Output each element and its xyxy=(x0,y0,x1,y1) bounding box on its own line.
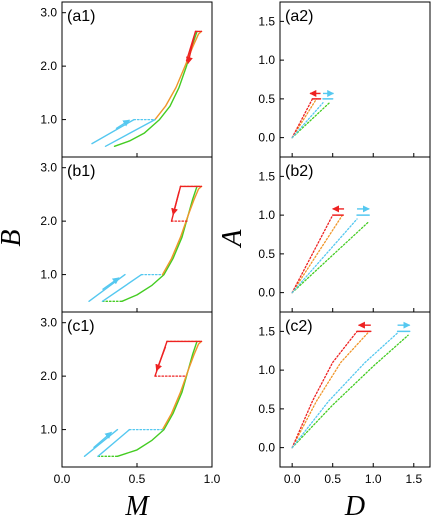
panel-c2: 0.0 0.5 1.0 1.5 0.0 0.5 1.0 1.5 (c2) xyxy=(258,311,431,486)
series-c2-green-0 xyxy=(291,334,409,449)
ytick-label-a1-1: 2.0 xyxy=(40,59,57,73)
panel-a1: 1.0 2.0 3.0 (a1) xyxy=(40,1,213,158)
series-c1-orange-2 xyxy=(161,340,203,431)
panels: 1.0 2.0 3.0 (a1) 0.0 0.5 1.0 1.5 (a2) 1.0 2.0 3.0 (b… xyxy=(40,1,431,486)
series-a2-cyan-3 xyxy=(291,102,324,139)
series-c1-cyan-4 xyxy=(83,428,119,458)
plot-area-a1 xyxy=(91,30,203,148)
xtick-label-c1-2: 1.0 xyxy=(204,472,221,486)
arrow-b1-cyan-0 xyxy=(102,277,120,291)
panel-label-c1: (c1) xyxy=(67,318,95,335)
arrow-a1-red-1 xyxy=(185,36,195,65)
frame-a2 xyxy=(279,1,431,158)
right-x-axis-title: D xyxy=(344,491,365,522)
ytick-label-a2-2: 1.0 xyxy=(258,53,275,67)
xtick-label-c1-0: 0.0 xyxy=(54,472,71,486)
series-a1-cyan-2 xyxy=(91,118,135,145)
ytick-label-a1-0: 1.0 xyxy=(40,113,57,127)
xtick-label-c2-2: 1.0 xyxy=(365,472,382,486)
ytick-label-c2-0: 0.0 xyxy=(258,441,275,455)
panel-label-c2: (c2) xyxy=(285,318,313,335)
plot-area-b1 xyxy=(88,185,203,303)
series-b1-cyan-4 xyxy=(88,273,126,303)
series-a1-green-0 xyxy=(113,30,198,148)
series-a1-red-5 xyxy=(185,30,197,62)
xtick-label-c1-1: 0.5 xyxy=(129,472,146,486)
series-b2-orange-1 xyxy=(291,214,344,294)
series-c1-cyan-5 xyxy=(97,428,131,458)
panel-label-b1: (b1) xyxy=(67,163,95,180)
left-y-axis-title: B xyxy=(0,229,27,246)
series-a2-green-0 xyxy=(291,102,331,139)
ytick-label-a1-2: 3.0 xyxy=(40,6,57,20)
ytick-label-b2-1: 0.5 xyxy=(258,247,275,261)
plot-area-c2 xyxy=(291,321,411,449)
plot-area-c1 xyxy=(83,340,203,458)
ytick-label-c1-0: 1.0 xyxy=(40,423,57,437)
ytick-label-c2-1: 0.5 xyxy=(258,402,275,416)
panel-label-a1: (a1) xyxy=(67,8,95,25)
series-a2-red-2 xyxy=(291,98,314,139)
series-c2-orange-1 xyxy=(291,330,370,449)
series-a1-cyan-3 xyxy=(104,118,156,148)
series-b1-orange-2 xyxy=(161,185,203,276)
series-c2-red-2 xyxy=(291,330,358,449)
series-b2-green-0 xyxy=(291,220,370,294)
left-x-axis-title: M xyxy=(124,491,150,522)
panel-label-b2: (b2) xyxy=(285,163,313,180)
series-b2-red-2 xyxy=(291,214,334,294)
arrow-a1-cyan-0 xyxy=(115,119,131,130)
ytick-label-c2-2: 1.0 xyxy=(258,363,275,377)
ytick-label-a2-3: 1.5 xyxy=(258,14,275,28)
panel-label-a2: (a2) xyxy=(285,8,313,25)
panel-b1: 1.0 2.0 3.0 (b1) xyxy=(40,156,213,313)
ytick-label-b1-1: 2.0 xyxy=(40,214,57,228)
ytick-label-a2-0: 0.0 xyxy=(258,131,275,145)
xtick-label-c2-3: 1.5 xyxy=(405,472,422,486)
xtick-label-c2-1: 0.5 xyxy=(324,472,341,486)
series-b2-cyan-3 xyxy=(291,218,358,294)
series-a1-orange-1 xyxy=(154,30,203,121)
ytick-label-b1-2: 3.0 xyxy=(40,161,57,175)
arrow-b1-red-1 xyxy=(171,191,180,216)
plot-area-a2 xyxy=(291,89,335,139)
series-c1-green-0 xyxy=(116,340,198,458)
frame-c2 xyxy=(279,311,431,468)
frame-c1 xyxy=(61,311,213,468)
series-b1-green-0 xyxy=(121,185,198,303)
arrow-c1-cyan-0 xyxy=(93,431,113,449)
ytick-label-a2-1: 0.5 xyxy=(258,92,275,106)
frame-b1 xyxy=(61,156,213,313)
ytick-label-c1-1: 2.0 xyxy=(40,369,57,383)
ytick-label-b2-3: 1.5 xyxy=(258,169,275,183)
ytick-label-c1-2: 3.0 xyxy=(40,316,57,330)
right-y-axis-title: A xyxy=(217,229,248,249)
series-b1-cyan-5 xyxy=(101,273,143,303)
panel-b2: 0.0 0.5 1.0 1.5 (b2) xyxy=(258,156,431,313)
series-c2-cyan-3 xyxy=(291,332,399,449)
plot-area-b2 xyxy=(291,205,370,294)
ytick-label-b2-2: 1.0 xyxy=(258,208,275,222)
xtick-label-c2-0: 0.0 xyxy=(284,472,301,486)
frame-a1 xyxy=(61,1,213,158)
ytick-label-b2-0: 0.0 xyxy=(258,286,275,300)
ytick-label-b1-0: 1.0 xyxy=(40,268,57,282)
panel-a2: 0.0 0.5 1.0 1.5 (a2) xyxy=(258,1,431,158)
arrow-c1-red-1 xyxy=(155,346,167,372)
ytick-label-c2-3: 1.5 xyxy=(258,324,275,338)
panel-c1: 1.0 2.0 3.0 0.0 0.5 1.0 (c1) xyxy=(40,311,221,486)
